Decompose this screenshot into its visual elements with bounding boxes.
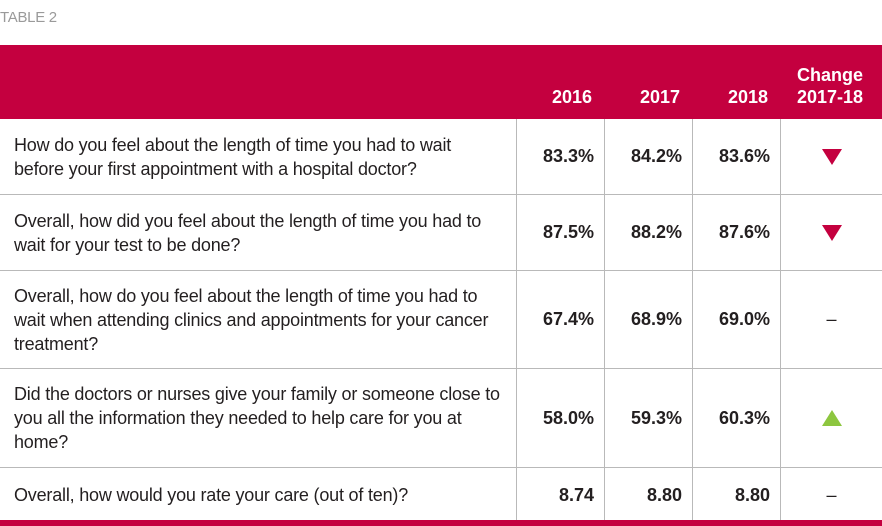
up-triangle-icon bbox=[821, 410, 842, 426]
value-2016: 83.3% bbox=[516, 119, 604, 194]
value-2016: 87.5% bbox=[516, 195, 604, 270]
value-2018: 8.80 bbox=[692, 468, 780, 522]
value-2018: 60.3% bbox=[692, 369, 780, 467]
value-2018: 83.6% bbox=[692, 119, 780, 194]
question-text: Did the doctors or nurses give your fami… bbox=[14, 384, 500, 452]
question-text: Overall, how would you rate your care (o… bbox=[14, 485, 409, 505]
change-cell bbox=[780, 195, 882, 270]
no-change-dash: – bbox=[826, 309, 837, 329]
down-triangle-icon bbox=[821, 148, 842, 165]
column-header-change: Change 2017-18 bbox=[790, 64, 870, 108]
table-bottom-rule bbox=[0, 520, 882, 526]
change-cell: – bbox=[780, 271, 882, 368]
value-2016: 8.74 bbox=[516, 468, 604, 522]
table-row: Overall, how do you feel about the lengt… bbox=[0, 271, 882, 369]
value-2017: 68.9% bbox=[604, 271, 692, 368]
table-row: How do you feel about the length of time… bbox=[0, 119, 882, 195]
table-row: Overall, how would you rate your care (o… bbox=[0, 468, 882, 522]
column-header-2017: 2017 bbox=[639, 87, 680, 107]
change-cell: – bbox=[780, 468, 882, 522]
change-cell bbox=[780, 369, 882, 467]
value-2016: 67.4% bbox=[516, 271, 604, 368]
down-triangle-icon bbox=[821, 224, 842, 241]
table-row: Overall, how did you feel about the leng… bbox=[0, 195, 882, 271]
value-2016: 58.0% bbox=[516, 369, 604, 467]
value-2017: 59.3% bbox=[604, 369, 692, 467]
results-table: 2016 2017 2018 Change 2017-18 How do you… bbox=[0, 45, 882, 522]
value-2018: 69.0% bbox=[692, 271, 780, 368]
column-header-2018: 2018 bbox=[727, 87, 768, 107]
table-row: Did the doctors or nurses give your fami… bbox=[0, 369, 882, 468]
change-header-line2: 2017-18 bbox=[796, 87, 864, 107]
value-2017: 88.2% bbox=[604, 195, 692, 270]
column-header-2016: 2016 bbox=[551, 87, 592, 107]
value-2018: 87.6% bbox=[692, 195, 780, 270]
change-header-line1: Change bbox=[796, 65, 863, 85]
table-header: 2016 2017 2018 Change 2017-18 bbox=[0, 45, 882, 119]
value-2017: 84.2% bbox=[604, 119, 692, 194]
no-change-dash: – bbox=[826, 484, 837, 505]
table-caption: TABLE 2 bbox=[0, 9, 57, 26]
change-cell bbox=[780, 119, 882, 194]
question-text: How do you feel about the length of time… bbox=[14, 134, 452, 179]
value-2017: 8.80 bbox=[604, 468, 692, 522]
question-text: Overall, how did you feel about the leng… bbox=[14, 210, 482, 255]
question-text: Overall, how do you feel about the lengt… bbox=[14, 285, 489, 354]
